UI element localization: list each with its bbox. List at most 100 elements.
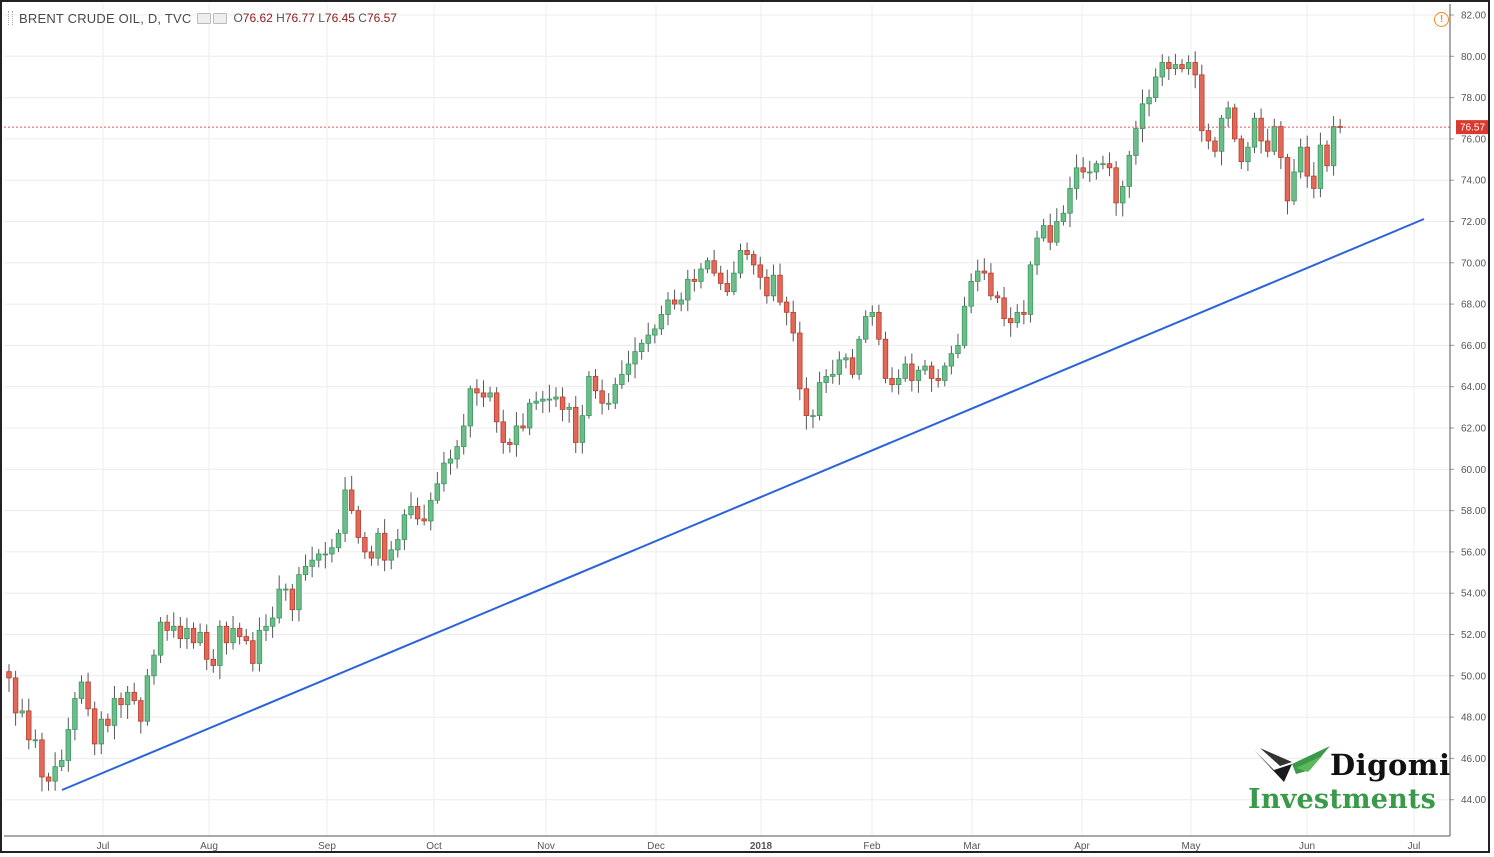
candle-body — [724, 283, 731, 293]
candle-body — [184, 627, 190, 640]
time-tick-label: Nov — [537, 841, 555, 852]
candle-body — [1179, 64, 1185, 70]
last-price-label: 76.57 — [1460, 123, 1485, 134]
wings-icon — [1254, 746, 1330, 782]
candle-body — [1054, 221, 1060, 243]
time-tick-label: Sep — [318, 841, 336, 852]
candle-body — [85, 681, 91, 710]
price-tick-label: 72.00 — [1461, 217, 1486, 228]
candle-body — [309, 559, 315, 567]
candle-body — [421, 518, 427, 522]
candle-body — [131, 691, 137, 701]
candle-body — [605, 402, 612, 405]
candle-body — [988, 272, 994, 297]
time-axis: Jul Aug Sep Oct Nov Dec 2018 Feb Mar Apr May Jun Jul — [4, 835, 1450, 852]
candle-body — [1021, 311, 1027, 315]
candle-body — [876, 311, 882, 340]
candle-body — [540, 398, 546, 402]
candle-body — [513, 425, 520, 445]
candle-body — [902, 363, 908, 379]
price-tick-label: 50.00 — [1461, 671, 1486, 682]
candle-body — [948, 353, 955, 367]
candle-body — [171, 625, 177, 631]
candle-body — [520, 425, 526, 429]
candle-body — [770, 274, 777, 297]
candle-body — [164, 621, 170, 631]
candle-body — [1172, 64, 1179, 70]
candle-body — [381, 532, 388, 561]
chart-legend: BRENT CRUDE OIL, D, TVC O76.62 H76.77 L7… — [8, 9, 397, 27]
candle-body — [1317, 144, 1324, 189]
candle-body — [177, 625, 184, 640]
price-tick-label: 44.00 — [1461, 795, 1486, 806]
candle-body — [645, 334, 651, 344]
candle-body — [269, 617, 276, 627]
candle-body — [757, 264, 763, 278]
candle-body — [711, 260, 717, 274]
candle-body — [830, 373, 836, 377]
candle-body — [263, 625, 269, 631]
candle-body — [566, 406, 572, 410]
candle-body — [1324, 144, 1330, 167]
candle-body — [928, 365, 935, 379]
candle-body — [243, 636, 249, 642]
trendline[interactable] — [61, 218, 1425, 791]
price-tick-label: 78.00 — [1461, 93, 1486, 104]
candle-body — [1291, 171, 1297, 202]
candle-body — [718, 272, 724, 284]
candle-body — [863, 316, 869, 340]
candle-body — [882, 338, 889, 379]
candle-body — [909, 363, 915, 381]
candle-body — [98, 718, 104, 745]
last-price-bg — [1456, 120, 1488, 135]
candle-body — [559, 396, 566, 410]
candle-body — [1212, 140, 1218, 152]
candle-body — [322, 553, 329, 556]
price-tick-label: 48.00 — [1461, 713, 1486, 724]
candle-body — [843, 357, 849, 361]
candle-body — [190, 627, 197, 644]
candle-body — [197, 632, 203, 644]
candle-body — [19, 710, 25, 714]
legend-toggle-icons[interactable] — [197, 12, 228, 24]
candle-body — [803, 388, 810, 417]
candle-body — [447, 458, 454, 464]
candle-body — [487, 392, 493, 398]
settings-icon[interactable] — [213, 12, 228, 24]
price-tick-label: 74.00 — [1461, 176, 1486, 187]
candle-body — [335, 532, 342, 549]
candle-body — [507, 442, 513, 445]
candle-body — [467, 388, 473, 427]
candle-body — [342, 489, 348, 534]
candle-body — [750, 254, 757, 266]
symbol-title[interactable]: BRENT CRUDE OIL, D, TVC — [19, 10, 192, 26]
candle-body — [348, 489, 355, 512]
candle-body — [658, 314, 665, 330]
candle-body — [579, 415, 586, 443]
candle-body — [810, 415, 816, 418]
price-tick-label: 46.00 — [1461, 754, 1486, 765]
drag-handle-icon[interactable] — [8, 11, 13, 25]
candle-body — [1232, 107, 1238, 140]
candle-body — [500, 421, 506, 443]
candle-body — [217, 625, 223, 666]
candle-body — [1060, 212, 1067, 222]
candle-body — [612, 384, 618, 404]
price-tick-label: 54.00 — [1461, 589, 1486, 600]
candle-body — [955, 344, 961, 355]
candle-body — [935, 378, 941, 381]
candle-body — [461, 425, 467, 447]
candle-body — [889, 378, 895, 386]
high-value: 76.77 — [284, 11, 315, 25]
warning-icon[interactable]: ! — [1434, 12, 1449, 27]
price-tick-label: 76.00 — [1461, 134, 1486, 145]
candle-body — [671, 299, 678, 305]
candle-body — [480, 392, 487, 398]
candle-body — [151, 654, 157, 677]
candle-body — [744, 250, 750, 255]
visibility-icon[interactable] — [197, 12, 212, 24]
candle-body — [1106, 163, 1113, 169]
candle-body — [691, 278, 698, 282]
logo-line2: Investments — [1248, 784, 1437, 815]
